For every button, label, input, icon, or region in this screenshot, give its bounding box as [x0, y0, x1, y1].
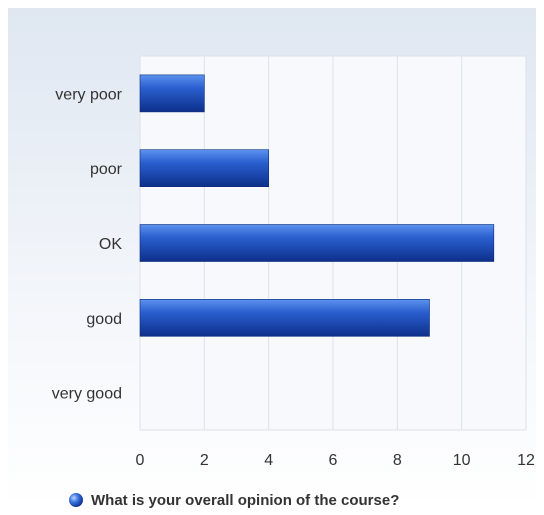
legend-label: What is your overall opinion of the cour… — [91, 492, 399, 509]
category-label: poor — [90, 161, 123, 178]
x-tick-label: 8 — [393, 452, 402, 469]
x-tick-label: 0 — [136, 452, 145, 469]
category-label: good — [86, 311, 122, 328]
bar-good — [139, 298, 430, 337]
category-label: OK — [99, 236, 122, 253]
bar-poor — [139, 149, 269, 187]
category-label: very good — [52, 386, 122, 403]
legend: What is your overall opinion of the cour… — [69, 492, 399, 509]
x-tick-label: 2 — [200, 452, 209, 469]
x-tick-label: 6 — [329, 452, 338, 469]
category-label: very poor — [55, 86, 122, 103]
blue-sphere-icon — [69, 493, 83, 507]
x-tick-label: 4 — [264, 452, 273, 469]
x-tick-label: 12 — [517, 452, 535, 469]
bar-very-poor — [139, 74, 205, 113]
bar-ok — [139, 224, 495, 262]
x-tick-label: 10 — [453, 452, 471, 469]
